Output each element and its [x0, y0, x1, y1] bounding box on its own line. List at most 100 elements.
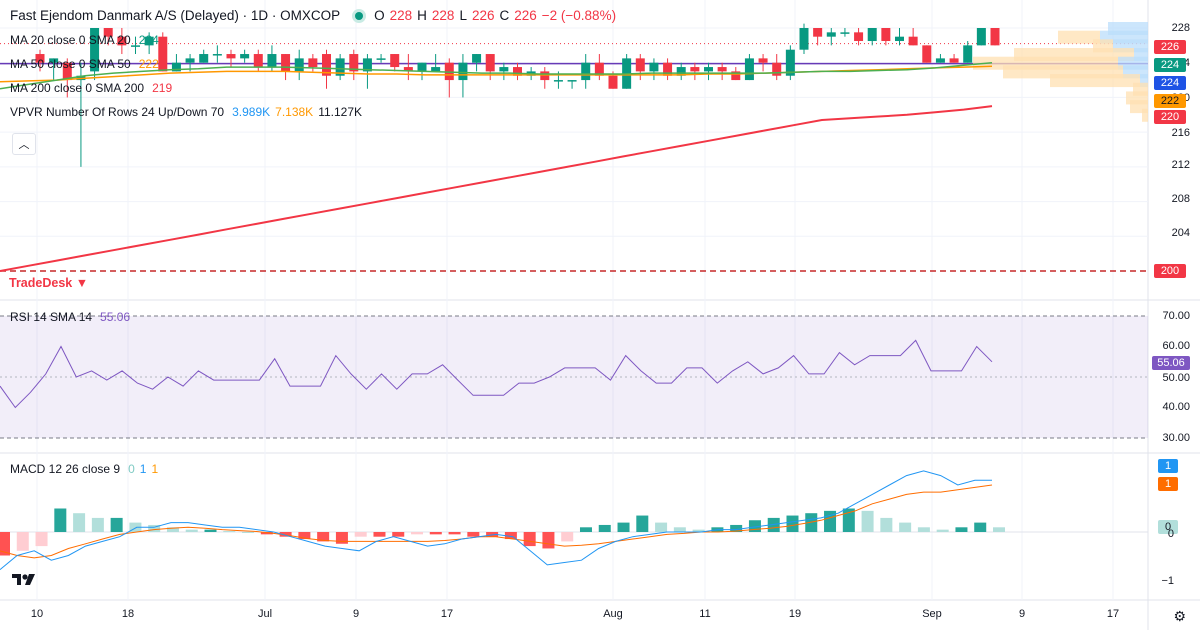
candle-body — [704, 67, 713, 72]
candle-body — [212, 54, 222, 56]
rsi-pane — [0, 315, 1148, 439]
signal-line — [0, 484, 993, 559]
candle-body — [362, 58, 372, 72]
candle-body — [103, 28, 113, 37]
ohlc-open: 228 — [389, 8, 413, 23]
level-badge: 200 — [1154, 264, 1186, 278]
candle-body — [308, 58, 318, 68]
macd-hist-bar — [260, 532, 273, 535]
macd-hist-bar — [974, 522, 987, 532]
chart-title-row: Fast Ejendom Danmark A/S (Delayed) · 1D … — [10, 8, 616, 23]
macd-hist-bar — [204, 529, 217, 532]
candle-body — [854, 32, 864, 42]
candle-body — [199, 54, 209, 63]
tradingview-logo-icon[interactable] — [10, 570, 38, 590]
ma200-legend[interactable]: MA 200 close 0 SMA 200 219 — [10, 81, 172, 95]
rsi-tick: 50.00 — [1162, 372, 1190, 384]
macd-hist-bar — [354, 532, 367, 537]
candle-body — [390, 54, 400, 68]
candle-body — [185, 58, 195, 63]
candle-body — [158, 36, 168, 72]
candle-body — [744, 58, 754, 81]
gear-icon[interactable]: ⚙ — [1173, 608, 1186, 624]
ma-lines — [0, 61, 993, 90]
candle-body — [281, 54, 291, 72]
ma200-line — [0, 105, 993, 272]
macd-hist-bar — [842, 508, 855, 532]
candle-body — [376, 58, 386, 60]
macd-value: 1 — [139, 462, 147, 476]
hist-badge: 0 — [1158, 520, 1178, 534]
candle-body — [322, 54, 331, 76]
candle-body — [813, 28, 823, 37]
candle-body — [513, 67, 522, 76]
vpvr-up: 3.989K — [232, 105, 271, 119]
macd-hist-bar — [917, 527, 930, 532]
candle-body — [171, 62, 181, 72]
candle-body — [895, 36, 904, 42]
candle-body — [540, 71, 550, 81]
vpvr-down: 7.138K — [275, 105, 314, 119]
x-tick: Sep — [922, 608, 942, 620]
x-tick: 19 — [788, 608, 802, 620]
macd-hist-bar — [523, 532, 536, 547]
candle-body — [253, 54, 263, 68]
vpvr-down-bar — [1142, 108, 1148, 122]
macd-hist-bar — [91, 517, 104, 532]
candle-body — [826, 32, 836, 37]
ma50-label: MA 50 close 0 SMA 50 — [10, 57, 131, 71]
candle-body — [444, 62, 454, 81]
vpvr-label: VPVR Number Of Rows 24 Up/Down 70 — [10, 105, 225, 119]
candle-body — [772, 62, 782, 76]
price-tick: 212 — [1171, 159, 1190, 171]
collapse-legend-button[interactable]: ︿ — [12, 133, 36, 155]
candle-body — [799, 28, 809, 50]
candle-body — [908, 36, 918, 46]
macd-hist-bar — [35, 532, 48, 547]
candle-body — [717, 67, 727, 72]
macd-hist-bar — [298, 532, 311, 540]
macd-hist-bar — [542, 532, 555, 549]
vpvr-legend[interactable]: VPVR Number Of Rows 24 Up/Down 70 3.989K… — [10, 105, 362, 119]
macd-hist-bar — [110, 517, 123, 532]
tradedesk-text: TradeDesk — [9, 276, 73, 290]
rsi-tick: 70.00 — [1162, 310, 1190, 322]
ohlc-close: 226 — [514, 8, 537, 23]
candle-body — [117, 36, 127, 46]
ma50-legend[interactable]: MA 50 close 0 SMA 50 222 — [10, 57, 159, 71]
macd-hist-bar — [429, 532, 442, 535]
macd-hist-bar — [936, 529, 949, 532]
ma50-badge: 224 — [1154, 76, 1186, 90]
candle-body — [758, 58, 768, 63]
candle-body — [990, 28, 1000, 46]
macd-hist-bar — [16, 532, 29, 551]
candle-body — [594, 62, 604, 76]
macd-hist-bar — [748, 520, 761, 532]
ma50b-badge: 222 — [1154, 94, 1186, 108]
x-tick: 9 — [1018, 608, 1026, 620]
close-price-badge: 226 — [1154, 40, 1186, 54]
rsi-badge: 55.06 — [1152, 356, 1190, 370]
candle-body — [403, 67, 413, 72]
candle-body — [840, 32, 850, 34]
candle-body — [472, 54, 482, 63]
rsi-legend[interactable]: RSI 14 SMA 14 55.06 — [10, 310, 130, 324]
macd-hist-bar — [617, 522, 630, 532]
chevron-up-icon: ︿ — [18, 139, 30, 151]
ma20-badge: 224 — [1154, 58, 1186, 72]
candle-body — [431, 67, 441, 72]
candle-body — [553, 80, 563, 82]
ohlc-change: −2 (−0.88%) — [541, 8, 617, 23]
macd-legend[interactable]: MACD 12 26 close 9 0 1 1 — [10, 462, 158, 476]
x-tick: Aug — [603, 608, 623, 620]
macd-pane — [0, 470, 1148, 570]
candle-body — [608, 75, 618, 89]
ma20-legend[interactable]: MA 20 close 0 SMA 20 224 — [10, 33, 159, 47]
tradedesk-label: TradeDesk ▼ — [9, 276, 89, 290]
rsi-line — [0, 339, 993, 409]
macd-hist-bar — [129, 522, 142, 532]
ma200-line — [0, 105, 993, 272]
candle-body — [881, 28, 891, 42]
